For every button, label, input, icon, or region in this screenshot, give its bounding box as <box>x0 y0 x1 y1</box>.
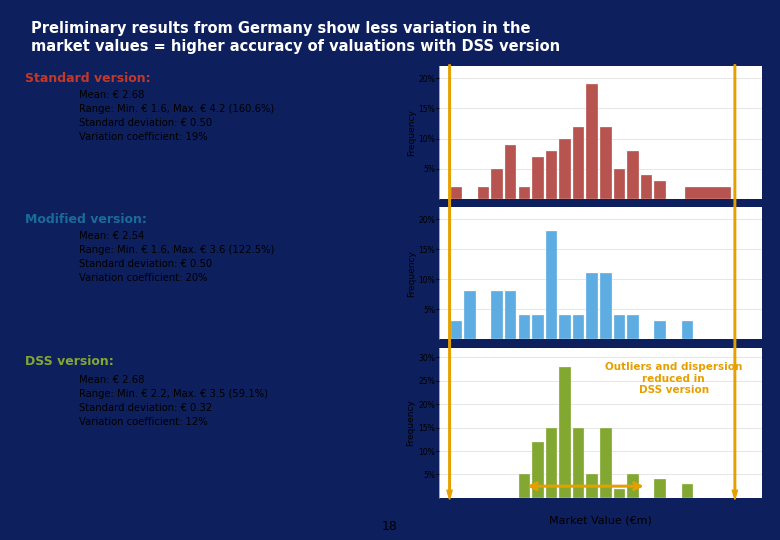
Bar <box>627 475 639 498</box>
Bar <box>546 428 557 498</box>
Bar <box>587 475 598 498</box>
Text: Mean: € 2.54
Range: Min. € 1.6, Max. € 3.6 (122.5%)
Standard deviation: € 0.50
V: Mean: € 2.54 Range: Min. € 1.6, Max. € 3… <box>79 231 274 283</box>
Bar <box>685 187 731 199</box>
Bar <box>600 126 612 199</box>
Bar <box>627 151 639 199</box>
Bar <box>451 321 462 340</box>
Bar <box>600 428 612 498</box>
Text: DSS version:: DSS version: <box>25 355 114 368</box>
Bar <box>478 187 489 199</box>
Text: Market Value (€m): Market Value (€m) <box>549 516 652 526</box>
Bar <box>519 187 530 199</box>
Bar <box>682 484 693 498</box>
Text: 18: 18 <box>382 520 398 533</box>
Bar <box>519 475 530 498</box>
Bar <box>627 315 639 340</box>
Bar <box>600 273 612 340</box>
Bar <box>614 315 626 340</box>
Bar <box>559 315 571 340</box>
Bar <box>654 479 666 498</box>
Bar <box>614 489 626 498</box>
Bar <box>614 168 626 199</box>
Bar <box>464 292 476 340</box>
Bar <box>654 321 666 340</box>
Text: Modified version:: Modified version: <box>25 213 147 226</box>
Text: Standard version:: Standard version: <box>25 72 151 85</box>
Bar <box>491 168 503 199</box>
Bar <box>559 139 571 199</box>
Bar <box>654 180 666 199</box>
Bar <box>573 315 584 340</box>
Bar <box>451 187 462 199</box>
Bar <box>505 292 516 340</box>
Bar <box>546 231 557 340</box>
Text: Outliers and dispersion
reduced in
DSS version: Outliers and dispersion reduced in DSS v… <box>605 362 743 395</box>
Bar <box>641 174 652 199</box>
Bar <box>546 151 557 199</box>
Y-axis label: Frequency: Frequency <box>406 400 416 447</box>
Bar <box>587 273 598 340</box>
Bar <box>682 321 693 340</box>
Bar <box>505 145 516 199</box>
Text: Mean: € 2.68
Range: Min. € 1.6, Max. € 4.2 (160.6%)
Standard deviation: € 0.50
V: Mean: € 2.68 Range: Min. € 1.6, Max. € 4… <box>79 90 274 142</box>
Bar <box>491 292 503 340</box>
Bar <box>573 126 584 199</box>
Bar <box>532 442 544 498</box>
Bar <box>532 315 544 340</box>
Y-axis label: Frequency: Frequency <box>406 109 416 156</box>
Text: Mean: € 2.68
Range: Min. € 2.2, Max. € 3.5 (59.1%)
Standard deviation: € 0.32
Va: Mean: € 2.68 Range: Min. € 2.2, Max. € 3… <box>79 375 268 428</box>
Bar <box>519 315 530 340</box>
Bar <box>587 84 598 199</box>
Bar <box>559 367 571 498</box>
Bar <box>573 428 584 498</box>
Bar <box>532 157 544 199</box>
Text: Preliminary results from Germany show less variation in the
market values = high: Preliminary results from Germany show le… <box>31 22 560 54</box>
Y-axis label: Frequency: Frequency <box>406 250 416 297</box>
